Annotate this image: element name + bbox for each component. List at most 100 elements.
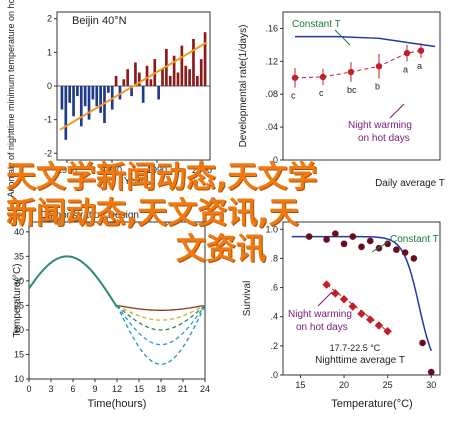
y-tick-label: 2 — [47, 14, 52, 24]
bar — [68, 86, 72, 103]
y-tick-label: .8 — [270, 253, 278, 263]
constant-label: Constant T — [390, 234, 439, 245]
y-tick-label: .0 — [270, 370, 278, 380]
y-tick-label: 10 — [14, 374, 24, 384]
night-curve — [116, 304, 206, 331]
y-tick-label: 1.0 — [265, 224, 278, 234]
data-point — [340, 240, 348, 248]
x-tick-label: 6 — [70, 384, 75, 394]
data-point — [291, 74, 299, 81]
y-tick-label: .4 — [270, 312, 278, 322]
x-tick-label: 1990 — [147, 165, 167, 175]
x-tick-label: 24 — [200, 384, 210, 394]
bar — [95, 86, 99, 107]
y-tick-label: -2 — [44, 148, 52, 158]
x-tick-label: 15 — [134, 384, 144, 394]
y-tick-label: .04 — [265, 122, 278, 132]
bar — [141, 86, 145, 103]
x-axis-label: Year — [124, 176, 145, 187]
bar — [91, 86, 95, 100]
y-axis-label: Anomaly of nighttime minimum temperature… — [6, 0, 16, 198]
panel-bottom-right: .0 .2 .4 .6 .8 1.0 15 20 25 30 Constant T Night war… — [242, 221, 441, 410]
sig-letter: bc — [347, 85, 357, 95]
y-axis-label: Developmental rate(1/days) — [238, 25, 249, 148]
watermark-overlay: 天文学新闻动态,天文学 新闻动态,天文资讯,天 文资讯 — [6, 160, 466, 268]
y-tick-label: 20 — [14, 325, 24, 335]
bar — [157, 86, 160, 100]
data-point — [401, 249, 409, 256]
bar — [72, 86, 75, 117]
bar — [199, 59, 203, 86]
night-curve — [116, 305, 206, 346]
bar — [172, 55, 176, 86]
y-tick-label: 35 — [14, 251, 24, 261]
sig-letter: b — [375, 82, 380, 92]
x-axis-label: Time(hours) — [88, 398, 147, 410]
warming-line — [294, 50, 422, 79]
warming-label-2: on hot days — [358, 133, 410, 144]
sig-letter: a — [403, 64, 408, 74]
panel-bottom-left: 10 15 20 25 30 35 40 0 3 6 9 12 15 18 21 24 Demonstratio… — [12, 210, 210, 410]
overlay-line-1: 天文学新闻动态,天文学 — [6, 160, 318, 195]
data-point-diamond — [357, 309, 366, 319]
constant-arrow — [334, 29, 351, 46]
y-tick-label: 15 — [14, 349, 24, 359]
sig-letter: a — [417, 61, 422, 71]
data-point — [403, 49, 411, 57]
bar — [99, 86, 102, 113]
x-axis-label: Daily average T — [375, 178, 445, 189]
warming-label-1: Night warming — [288, 309, 352, 320]
data-point — [349, 233, 357, 240]
nighttime-range-label: 17.7-22.5 °C — [330, 343, 381, 353]
x-tick-label: 2000 — [192, 165, 212, 175]
bar — [192, 38, 195, 86]
data-point — [427, 368, 435, 376]
panel-top-right: 0 .04 .08 .12 .16 c c bc b a a Constant T Night warm… — [238, 11, 445, 189]
constant-arrow — [371, 241, 389, 253]
bar — [107, 86, 110, 93]
data-point — [419, 339, 426, 347]
bar — [130, 86, 133, 97]
bar — [64, 86, 68, 140]
warming-label-1: Night warming — [348, 120, 412, 131]
data-point — [305, 233, 313, 240]
bar — [60, 86, 64, 110]
data-point-diamond — [322, 280, 331, 289]
night-curve — [116, 305, 206, 365]
x-tick-label: 1980 — [102, 165, 122, 175]
bar — [79, 86, 83, 127]
bar — [176, 72, 180, 86]
data-point — [393, 246, 400, 253]
data-point — [366, 237, 374, 245]
constant-label: Constant T — [292, 19, 341, 30]
day-curve — [28, 255, 118, 308]
data-point-diamond — [339, 294, 349, 304]
y-tick-label: -1 — [44, 115, 52, 125]
y-tick-label: 1 — [47, 47, 52, 57]
x-tick-label: 18 — [156, 384, 166, 394]
bar — [137, 72, 141, 86]
data-point — [384, 240, 391, 248]
data-point — [410, 255, 418, 262]
x-tick-label: 15 — [295, 380, 305, 390]
x-tick-label: 3 — [48, 384, 53, 394]
x-tick-label: 20 — [339, 380, 349, 390]
bar — [76, 86, 79, 97]
x-tick-label: 12 — [112, 384, 122, 394]
x-tick-label: 21 — [178, 384, 188, 394]
warming-arrow — [389, 103, 405, 119]
bar — [188, 69, 191, 86]
y-tick-label: 30 — [14, 276, 24, 286]
bar — [87, 86, 91, 120]
y-tick-label: 40 — [14, 227, 24, 237]
y-tick-label: 0 — [273, 155, 278, 165]
bar — [168, 75, 172, 86]
bar — [195, 75, 199, 86]
chart-title: Beijin 40°N — [72, 15, 127, 27]
y-tick-label: .16 — [265, 23, 278, 33]
chart-title: Demonstration Design — [40, 210, 139, 221]
data-point-diamond — [348, 302, 358, 311]
x-tick-label: 1970 — [57, 165, 77, 175]
bar — [114, 75, 118, 86]
bar — [103, 86, 106, 123]
